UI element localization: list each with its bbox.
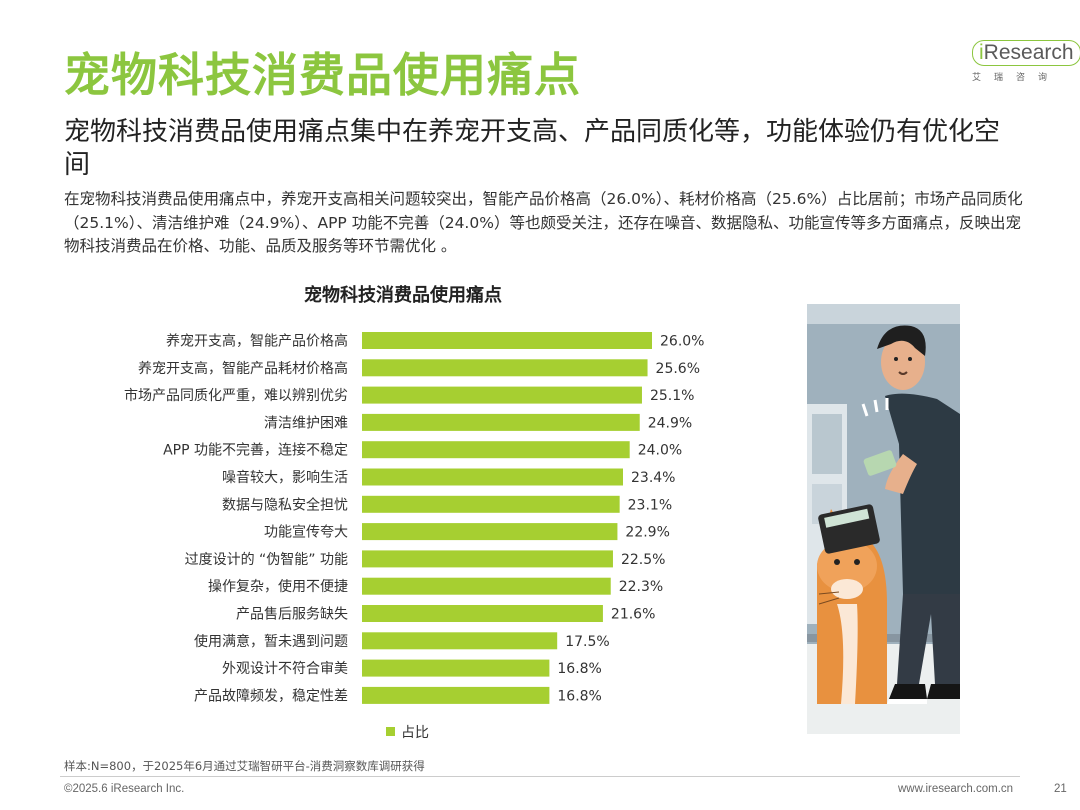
value-label: 16.8%: [557, 688, 601, 704]
category-label: APP 功能不完善，连接不稳定: [163, 442, 348, 459]
bar: [362, 468, 623, 486]
bar: [362, 441, 630, 459]
legend-swatch: [386, 727, 395, 736]
value-label: 17.5%: [565, 634, 609, 650]
bar: [362, 359, 648, 377]
category-label: 使用满意，暂未遇到问题: [194, 633, 348, 650]
page-number: 21: [1054, 783, 1067, 795]
bar: [362, 523, 618, 541]
value-label: 26.0%: [660, 334, 704, 350]
value-label: 23.4%: [631, 470, 675, 486]
website-link[interactable]: www.iresearch.com.cn: [898, 783, 1014, 795]
page-subtitle: 宠物科技消费品使用痛点集中在养宠开支高、产品同质化等，功能体验仍有优化空间: [64, 117, 1001, 180]
value-label: 22.3%: [619, 579, 663, 595]
value-label: 25.1%: [650, 388, 694, 404]
category-label: 产品售后服务缺失: [236, 607, 348, 623]
man-cat-calculator-icon: [807, 304, 960, 734]
value-label: 22.5%: [621, 552, 665, 568]
category-label: 产品故障频发，稳定性差: [194, 688, 348, 704]
bar-chart: 宠物科技消费品使用痛点养宠开支高，智能产品价格高 26.0% 养宠开支高，智能产品耗…: [60, 275, 760, 755]
value-label: 23.1%: [628, 497, 672, 513]
category-label: 过度设计的 “伪智能” 功能: [185, 552, 348, 568]
chart-title: 宠物科技消费品使用痛点: [304, 284, 502, 306]
bar: [362, 686, 550, 704]
bar: [362, 413, 640, 431]
bar: [362, 632, 558, 650]
value-label: 25.6%: [656, 361, 700, 377]
category-label: 养宠开支高，智能产品价格高: [166, 333, 348, 350]
bar: [362, 332, 652, 349]
value-label: 22.9%: [625, 525, 669, 541]
category-label: 养宠开支高，智能产品耗材价格高: [138, 360, 348, 377]
category-label: 功能宣传夸大: [264, 525, 348, 541]
category-label: 市场产品同质化严重，难以辨别优劣: [124, 387, 348, 404]
legend-label: 占比: [401, 725, 429, 741]
value-label: 24.9%: [648, 415, 692, 431]
bar: [362, 386, 642, 404]
category-label: 数据与隐私安全担忧: [222, 496, 348, 513]
page-title: 宠物科技消费品使用痛点: [64, 48, 581, 102]
category-label: 外观设计不符合审美: [222, 661, 348, 677]
iresearch-logo: iResearch 艾瑞咨询: [972, 40, 1080, 88]
bar: [362, 577, 611, 595]
value-label: 21.6%: [611, 607, 655, 623]
bar: [362, 550, 613, 568]
summary-paragraph: 在宠物科技消费品使用痛点中，养宠开支高相关问题较突出，智能产品价格高（26.0%…: [64, 190, 1023, 255]
footer-divider: [60, 776, 1020, 777]
category-label: 清洁维护困难: [264, 415, 348, 431]
logo-mark: iResearch: [972, 40, 1080, 66]
bar: [362, 659, 550, 677]
copyright: ©2025.6 iResearch Inc.: [64, 783, 185, 795]
bar: [362, 605, 603, 622]
bar: [362, 495, 620, 513]
category-label: 操作复杂，使用不便捷: [208, 578, 348, 595]
value-label: 24.0%: [638, 443, 682, 459]
illustration-man-with-cat: [807, 304, 960, 734]
value-label: 16.8%: [557, 661, 601, 677]
source-note: 样本:N=800，于2025年6月通过艾瑞智研平台-消费洞察数库调研获得: [64, 759, 425, 773]
category-label: 噪音较大，影响生活: [222, 469, 348, 486]
logo-subtitle: 艾瑞咨询: [972, 73, 1061, 83]
